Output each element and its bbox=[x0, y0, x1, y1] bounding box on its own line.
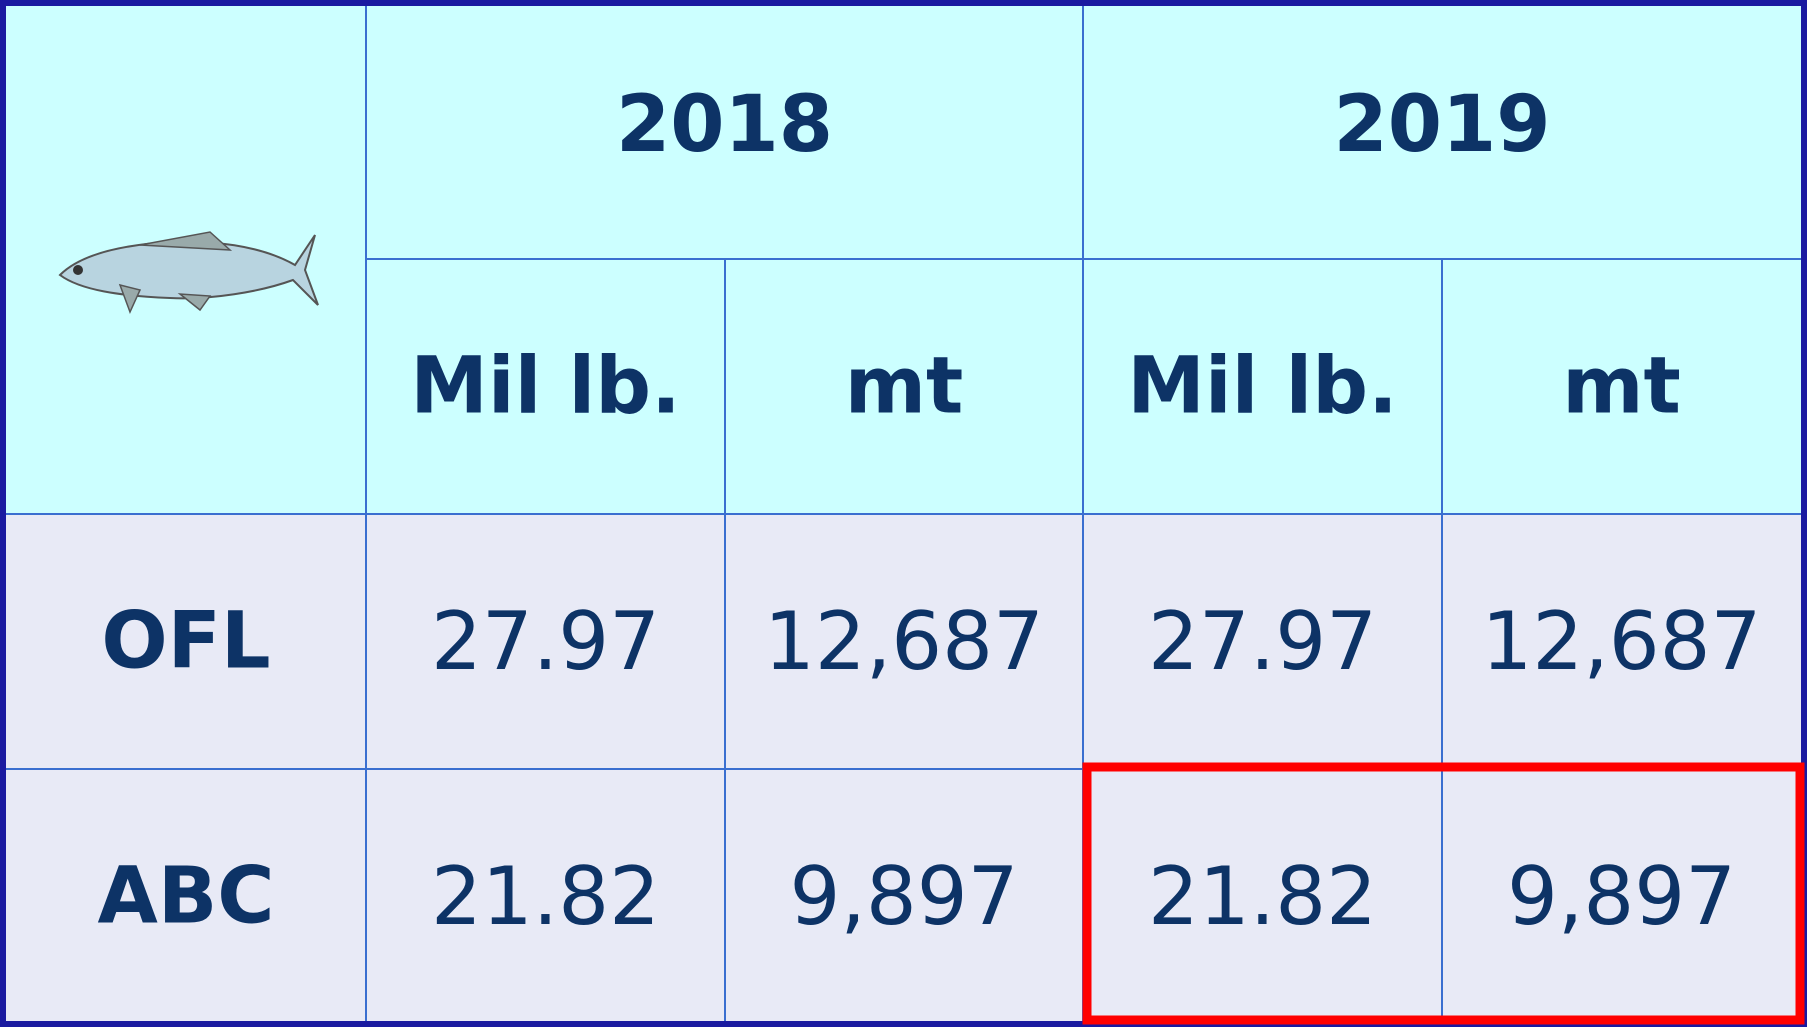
row-label: OFL bbox=[101, 597, 270, 687]
cell-value: 27.97 bbox=[431, 595, 660, 688]
unit-header: Mil lb. bbox=[410, 342, 680, 432]
cell-value: 12,687 bbox=[764, 595, 1044, 688]
year-header: 2018 bbox=[616, 80, 833, 170]
year-header: 2019 bbox=[1333, 80, 1550, 170]
cell-value: 27.97 bbox=[1148, 595, 1377, 688]
table: 2018 2019 Mil lb. mt Mil lb. mt OFL 27.97 12,687… bbox=[0, 0, 1807, 1027]
row-label: ABC bbox=[97, 852, 274, 942]
cell-value: 21.82 bbox=[1148, 850, 1377, 943]
unit-header: mt bbox=[845, 342, 964, 432]
cell-value: 21.82 bbox=[431, 850, 660, 943]
cell-value: 12,687 bbox=[1482, 595, 1762, 688]
unit-header: mt bbox=[1562, 342, 1681, 432]
cell-value: 9,897 bbox=[1507, 850, 1736, 943]
page: {"table": { "years": ["2018", "2019"], "… bbox=[0, 0, 1807, 1027]
unit-header: Mil lb. bbox=[1127, 342, 1397, 432]
cell-value: 9,897 bbox=[789, 850, 1018, 943]
